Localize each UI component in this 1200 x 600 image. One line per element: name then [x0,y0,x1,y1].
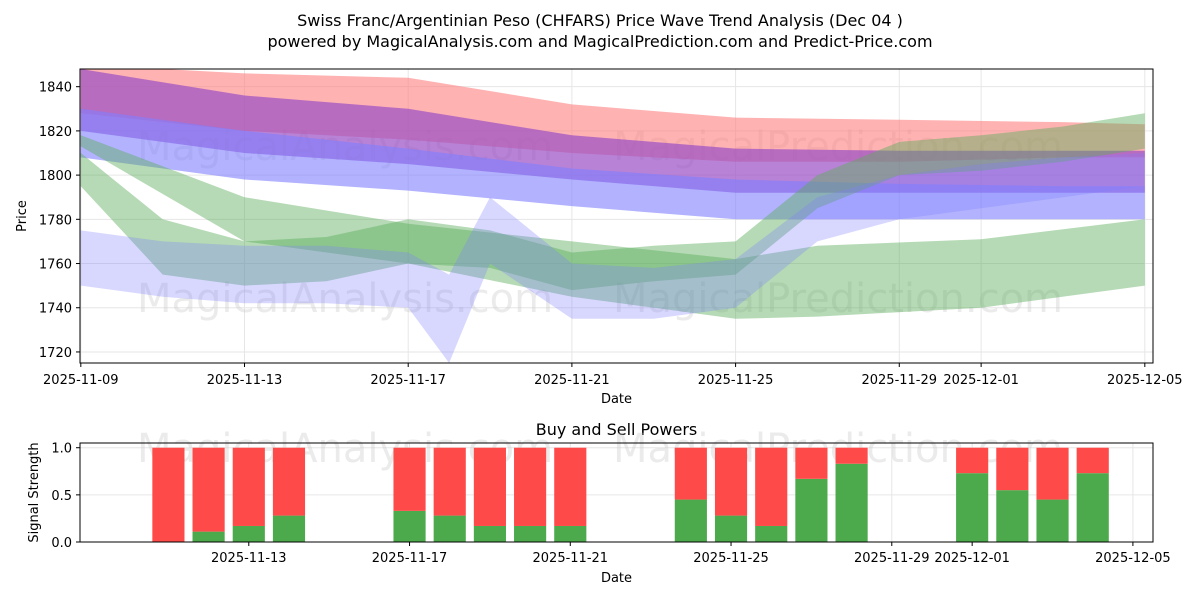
sell-bar [192,447,225,532]
watermark-text: MagicalPrediction.com [613,276,1063,322]
buy-bar [996,490,1029,542]
y-tick-label: 1.0 [51,442,72,457]
sell-bar [755,447,788,526]
buy-bar [755,525,788,542]
x-tick-label: 2025-12-01 [934,551,1010,566]
buy-bar [473,525,506,542]
sell-bar [554,447,587,526]
x-tick-label: 2025-11-25 [693,551,769,566]
sell-bar [433,447,466,516]
x-tick-label: 2025-11-25 [698,373,774,388]
x-tick-label: 2025-12-05 [1095,551,1171,566]
sell-bar [956,447,989,474]
x-tick-label: 2025-11-09 [43,373,119,388]
y-tick-label: 1840 [39,81,72,96]
sell-bar [1036,447,1069,500]
x-tick-label: 2025-11-17 [372,551,448,566]
signal-chart-title: Buy and Sell Powers [536,420,698,439]
y-tick-label: 1820 [39,125,72,140]
sell-bar [272,447,306,516]
buy-bar [514,525,547,542]
y-tick-label: 0.0 [51,536,72,551]
sell-bar [835,447,868,464]
signal-chart: Buy and Sell PowersMagicalAnalysis.comMa… [27,420,1171,586]
buy-bar [433,515,466,542]
x-axis-label: Date [601,392,632,407]
buy-bar [956,473,989,542]
plot-frame [79,442,1154,543]
sell-bar [473,447,506,526]
x-tick-label: 2025-11-21 [534,373,610,388]
chart-title-line2: powered by MagicalAnalysis.com and Magic… [267,32,932,51]
y-tick-label: 1760 [39,258,72,273]
sell-bar [996,447,1029,491]
band-purple-band [80,69,1145,193]
buy-bar [674,499,707,542]
buy-bar [795,478,828,542]
buy-bar [232,525,265,542]
buy-bar [1036,499,1069,542]
plot-frame [79,68,1154,364]
sell-bar [795,447,828,479]
x-axis-label: Date [601,571,632,586]
y-axis-label: Price [15,200,30,232]
y-axis-label: Signal Strength [27,442,42,542]
y-tick-label: 0.5 [51,489,72,504]
band-blue-band [80,108,1145,220]
buy-bar [714,515,748,542]
x-tick-label: 2025-12-01 [943,373,1019,388]
chart-title-line1: Swiss Franc/Argentinian Peso (CHFARS) Pr… [297,11,903,30]
sell-bar [714,447,748,516]
y-tick-label: 1800 [39,169,72,184]
x-tick-label: 2025-11-29 [861,373,937,388]
watermark-text: MagicalAnalysis.com [137,276,553,322]
sell-bar [674,447,707,500]
sell-bar [232,447,265,526]
band-green-trend [80,135,1145,319]
x-tick-label: 2025-11-13 [207,373,283,388]
buy-bar [554,525,587,542]
y-tick-label: 1780 [39,213,72,228]
y-tick-label: 1740 [39,302,72,317]
y-tick-label: 1720 [39,346,72,361]
buy-bar [272,515,306,542]
buy-bar [835,463,868,542]
x-tick-label: 2025-11-29 [854,551,930,566]
buy-bar [192,531,225,542]
band-blue-wave [80,153,1145,363]
sell-bar [152,447,185,542]
buy-bar [393,510,426,542]
sell-bar [514,447,547,526]
x-tick-label: 2025-11-17 [370,373,446,388]
band-group [80,69,1145,363]
price-chart: MagicalAnalysis.com MagicalPrediction.com… [15,68,1183,407]
buy-bar [1076,473,1109,542]
sell-bar [1076,447,1109,474]
x-tick-label: 2025-11-13 [211,551,287,566]
band-green-wave [80,113,1145,291]
x-tick-label: 2025-12-05 [1107,373,1183,388]
sell-bar [393,447,426,511]
band-red-band [80,69,1145,162]
x-tick-label: 2025-11-21 [533,551,609,566]
